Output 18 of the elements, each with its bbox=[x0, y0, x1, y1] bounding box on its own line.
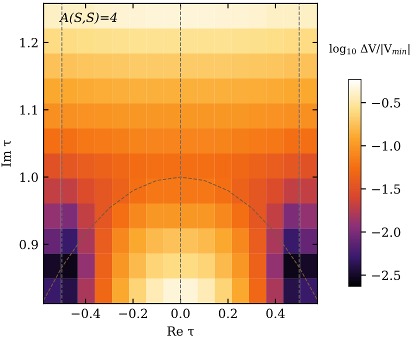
x-tick-label: 0.2 bbox=[218, 308, 237, 318]
y-tick-label: 1.0 bbox=[20, 172, 38, 182]
color-bar-title: log$_{10}$ ΔV/|V$_{min}$| bbox=[329, 44, 410, 56]
x-tick-label: −0.2 bbox=[119, 308, 148, 318]
y-tick-label: 0.9 bbox=[20, 240, 38, 250]
color-bar-label: −2.5 bbox=[372, 270, 400, 280]
x-tick-label: 0.4 bbox=[266, 308, 285, 318]
color-bar-label: −1.0 bbox=[372, 141, 400, 151]
color-bar-label: −1.5 bbox=[372, 184, 400, 194]
y-tick-label: 1.1 bbox=[20, 105, 37, 115]
color-bar-label: −0.5 bbox=[372, 98, 400, 108]
annotation: A(S,S̄)=4 bbox=[59, 12, 117, 24]
y-axis-title: Im τ bbox=[2, 140, 11, 167]
color-bar-label: −2.0 bbox=[372, 227, 400, 237]
x-tick-label: 0.0 bbox=[171, 308, 190, 318]
y-tick-label: 1.2 bbox=[20, 38, 38, 48]
x-tick-label: −0.4 bbox=[72, 308, 100, 318]
x-axis-title: Re τ bbox=[167, 326, 194, 336]
